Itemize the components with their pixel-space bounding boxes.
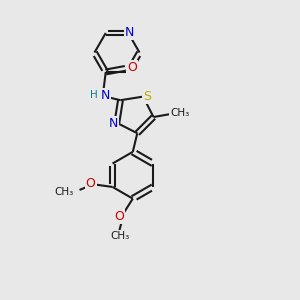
Text: O: O [114, 210, 124, 224]
Text: CH₃: CH₃ [54, 187, 74, 197]
Text: N: N [125, 26, 134, 39]
Text: O: O [127, 61, 137, 74]
Text: CH₃: CH₃ [110, 230, 130, 241]
Text: N: N [109, 117, 118, 130]
Text: O: O [86, 177, 96, 190]
Text: N: N [100, 89, 110, 102]
Text: H: H [90, 90, 98, 100]
Text: S: S [143, 89, 151, 103]
Text: CH₃: CH₃ [170, 108, 189, 118]
